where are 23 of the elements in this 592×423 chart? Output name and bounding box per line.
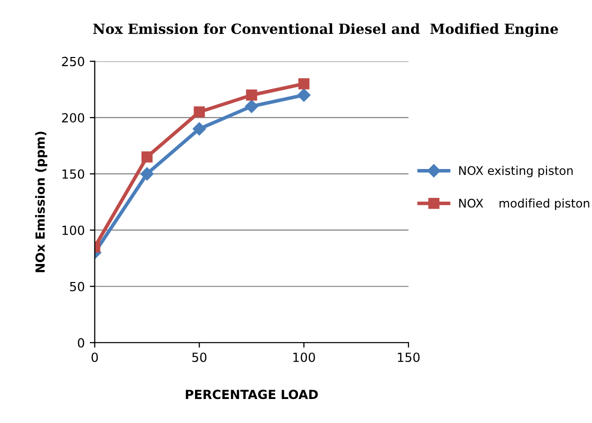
y-tick-label: 200 bbox=[62, 113, 84, 123]
y-axis-title: NOx Emission (ppm) bbox=[35, 132, 48, 272]
point bbox=[298, 78, 310, 90]
legend-label: NOX existing piston bbox=[459, 166, 573, 178]
y-tick-label: 0 bbox=[78, 338, 84, 348]
y-tick-label: 100 bbox=[62, 226, 84, 236]
y-tick-label: 250 bbox=[62, 56, 84, 66]
x-axis-title: PERCENTAGE LOAD bbox=[186, 390, 318, 400]
point bbox=[194, 106, 205, 118]
point bbox=[140, 167, 154, 180]
x-tick-label: 150 bbox=[398, 352, 420, 362]
y-tick-label: 50 bbox=[70, 282, 84, 292]
point bbox=[246, 90, 258, 101]
point bbox=[245, 100, 258, 113]
x-tick-label: 100 bbox=[293, 352, 315, 362]
point bbox=[192, 122, 206, 136]
x-tick-label: 50 bbox=[192, 352, 206, 362]
point bbox=[141, 151, 153, 163]
y-tick-label: 150 bbox=[62, 169, 84, 179]
chart-title: Nox Emission for Conventional Diesel and Modified Engine bbox=[93, 23, 558, 37]
legend-label: NOX modified piston bbox=[459, 198, 590, 210]
point bbox=[297, 88, 310, 102]
x-tick-label: 0 bbox=[92, 352, 98, 362]
